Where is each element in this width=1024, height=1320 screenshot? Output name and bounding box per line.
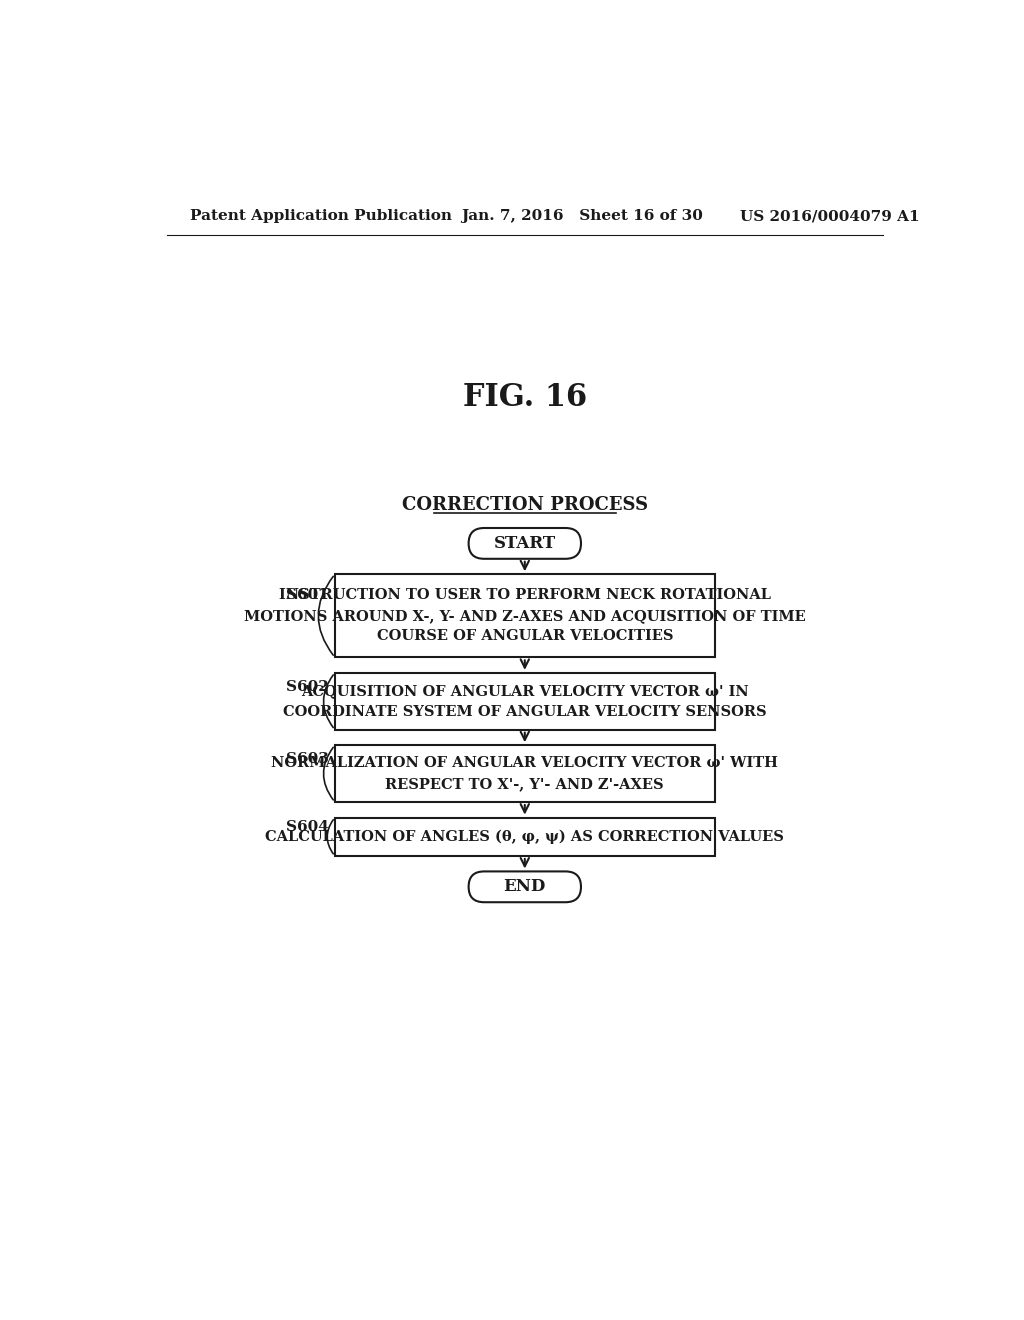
Text: S604: S604 (286, 820, 329, 834)
FancyBboxPatch shape (469, 871, 581, 903)
Text: CORRECTION PROCESS: CORRECTION PROCESS (401, 496, 648, 513)
Text: END: END (504, 878, 546, 895)
Text: S601: S601 (286, 587, 329, 602)
FancyBboxPatch shape (335, 673, 715, 730)
Text: CALCULATION OF ANGLES (θ, φ, ψ) AS CORRECTION VALUES: CALCULATION OF ANGLES (θ, φ, ψ) AS CORRE… (265, 829, 784, 843)
Text: ACQUISITION OF ANGULAR VELOCITY VECTOR ω' IN
COORDINATE SYSTEM OF ANGULAR VELOCI: ACQUISITION OF ANGULAR VELOCITY VECTOR ω… (283, 684, 767, 718)
FancyBboxPatch shape (335, 817, 715, 857)
FancyBboxPatch shape (335, 744, 715, 803)
Text: S602: S602 (286, 680, 329, 694)
Text: Patent Application Publication: Patent Application Publication (190, 209, 452, 223)
Text: US 2016/0004079 A1: US 2016/0004079 A1 (740, 209, 920, 223)
FancyBboxPatch shape (469, 528, 581, 558)
Text: INSTRUCTION TO USER TO PERFORM NECK ROTATIONAL
MOTIONS AROUND X-, Y- AND Z-AXES : INSTRUCTION TO USER TO PERFORM NECK ROTA… (244, 589, 806, 643)
Text: FIG. 16: FIG. 16 (463, 381, 587, 413)
Text: Jan. 7, 2016   Sheet 16 of 30: Jan. 7, 2016 Sheet 16 of 30 (461, 209, 703, 223)
Text: START: START (494, 535, 556, 552)
FancyBboxPatch shape (335, 574, 715, 657)
Text: S603: S603 (286, 752, 329, 767)
Text: NORMALIZATION OF ANGULAR VELOCITY VECTOR ω' WITH
RESPECT TO X'-, Y'- AND Z'-AXES: NORMALIZATION OF ANGULAR VELOCITY VECTOR… (271, 756, 778, 791)
